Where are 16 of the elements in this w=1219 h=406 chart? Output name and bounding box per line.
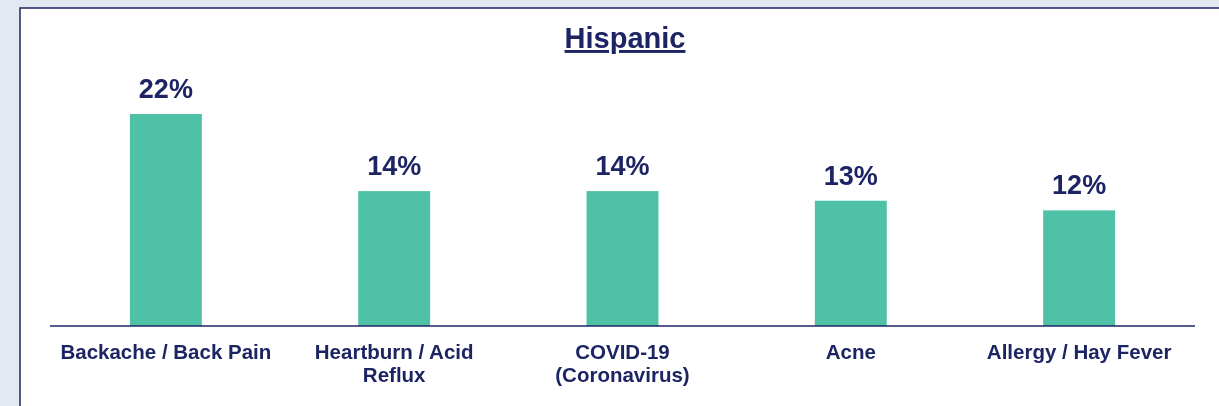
bar bbox=[814, 200, 887, 326]
data-label: 13% bbox=[823, 160, 878, 191]
bar bbox=[586, 191, 659, 326]
data-label: 22% bbox=[138, 74, 193, 104]
data-label: 14% bbox=[367, 151, 422, 182]
bar bbox=[358, 191, 431, 326]
x-tick-label: Allergy / Hay Fever bbox=[986, 340, 1172, 363]
bar bbox=[1043, 210, 1116, 326]
x-tick-label: COVID-19 (Coronavirus) bbox=[555, 340, 690, 386]
chart-title: Hispanic bbox=[564, 22, 686, 54]
x-tick-label: Heartburn / Acid Reflux bbox=[314, 340, 474, 386]
data-label: 14% bbox=[595, 151, 650, 182]
x-tick-label: Backache / Back Pain bbox=[60, 340, 272, 363]
x-tick-label: Acne bbox=[825, 340, 876, 363]
bar bbox=[129, 114, 202, 326]
data-label: 12% bbox=[1052, 170, 1107, 201]
